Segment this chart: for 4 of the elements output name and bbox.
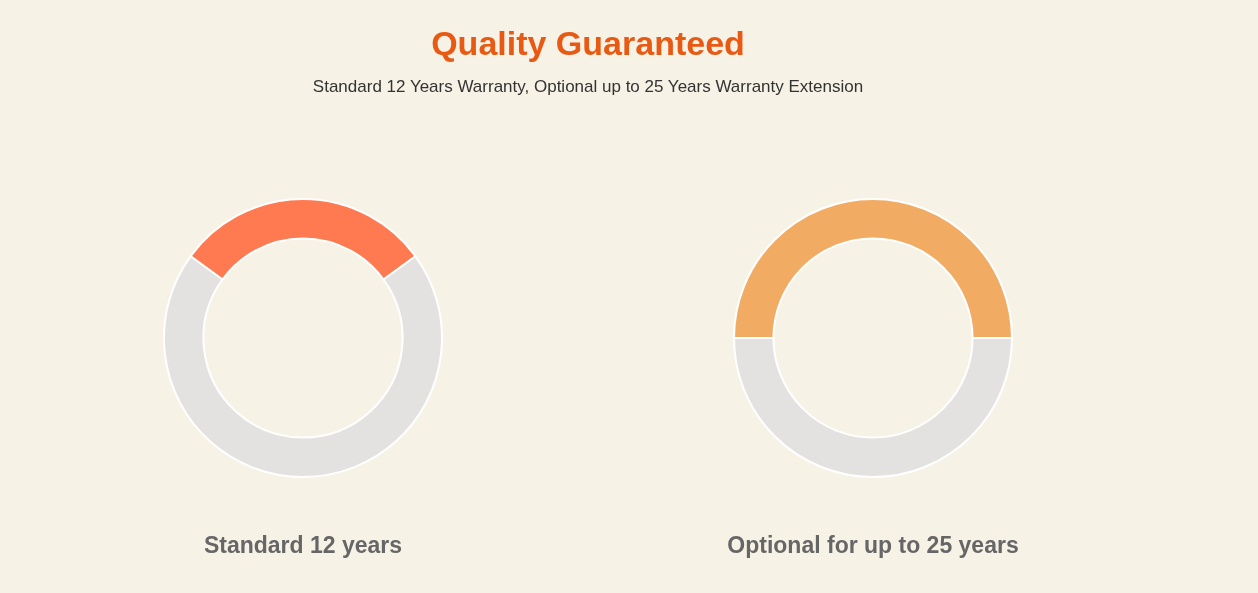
text: Standard 12 Years Warranty, Optional up to 25 Years Warranty Extension — [311, 77, 865, 97]
text: Quality Guaranteed — [430, 24, 746, 63]
text: Optional for up to 25 years — [727, 531, 1019, 558]
text: Standard 12 years — [203, 531, 403, 558]
